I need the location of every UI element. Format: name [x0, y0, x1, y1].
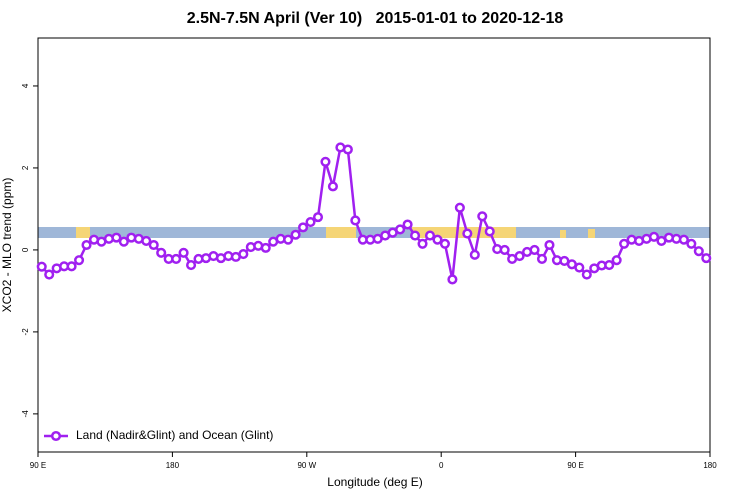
point: [611, 255, 622, 266]
point: [238, 248, 249, 260]
point: [305, 216, 316, 228]
y-tick-label: -4: [21, 410, 30, 418]
point: [312, 212, 324, 223]
x-tick-label: 0: [439, 461, 444, 470]
point: [178, 247, 189, 258]
point: [469, 249, 480, 260]
point: [574, 262, 585, 273]
point: [604, 260, 615, 271]
point: [477, 211, 488, 222]
y-tick-label: 0: [21, 247, 30, 252]
point: [529, 244, 540, 255]
point: [648, 231, 660, 242]
x-tick-label: 180: [703, 461, 717, 470]
point: [148, 239, 159, 251]
plot-frame: [37, 37, 711, 453]
point: [432, 234, 443, 245]
point: [484, 226, 495, 237]
point: [186, 260, 197, 271]
point: [81, 239, 92, 251]
point: [283, 234, 294, 245]
y-tick-label: -2: [21, 328, 30, 336]
x-tick-label: 90 W: [297, 461, 316, 470]
point: [439, 238, 450, 249]
point: [686, 238, 697, 249]
point: [701, 253, 712, 264]
y-tick-label: 4: [21, 83, 30, 88]
point: [156, 247, 167, 258]
point: [74, 255, 85, 266]
legend-label: Land (Nadir&Glint) and Ocean (Glint): [76, 428, 273, 442]
point: [402, 219, 413, 230]
point: [462, 228, 473, 239]
point: [417, 238, 428, 249]
y-tick-label: 2: [21, 165, 30, 170]
point: [350, 215, 361, 226]
point: [298, 222, 309, 233]
point: [171, 253, 182, 264]
point: [678, 234, 689, 245]
point: [424, 230, 436, 241]
series-line: [40, 145, 708, 280]
point: [290, 229, 301, 240]
point: [536, 253, 548, 264]
point: [447, 274, 458, 285]
point: [693, 246, 704, 257]
point: [499, 244, 510, 255]
legend-marker: [50, 430, 62, 442]
point: [544, 239, 555, 251]
point: [141, 235, 152, 246]
point: [619, 238, 630, 249]
x-tick-label: 90 E: [567, 461, 583, 470]
x-tick-label: 90 E: [30, 461, 46, 470]
point: [342, 144, 353, 155]
point: [327, 181, 338, 192]
point: [260, 242, 271, 253]
y-axis-label: XCO2 - MLO trend (ppm): [0, 178, 14, 313]
x-tick-label: 180: [166, 461, 180, 470]
point: [454, 202, 465, 213]
point: [118, 236, 129, 247]
point: [581, 269, 592, 280]
chart-title: 2.5N-7.5N April (Ver 10) 2015-01-01 to 2…: [187, 10, 564, 27]
point: [66, 261, 77, 272]
x-axis-label: Longitude (deg E): [327, 475, 422, 489]
point: [395, 224, 406, 235]
point: [514, 251, 525, 262]
point: [44, 269, 55, 280]
point: [320, 156, 331, 167]
point: [111, 232, 122, 243]
point: [36, 261, 47, 272]
point: [410, 230, 421, 241]
